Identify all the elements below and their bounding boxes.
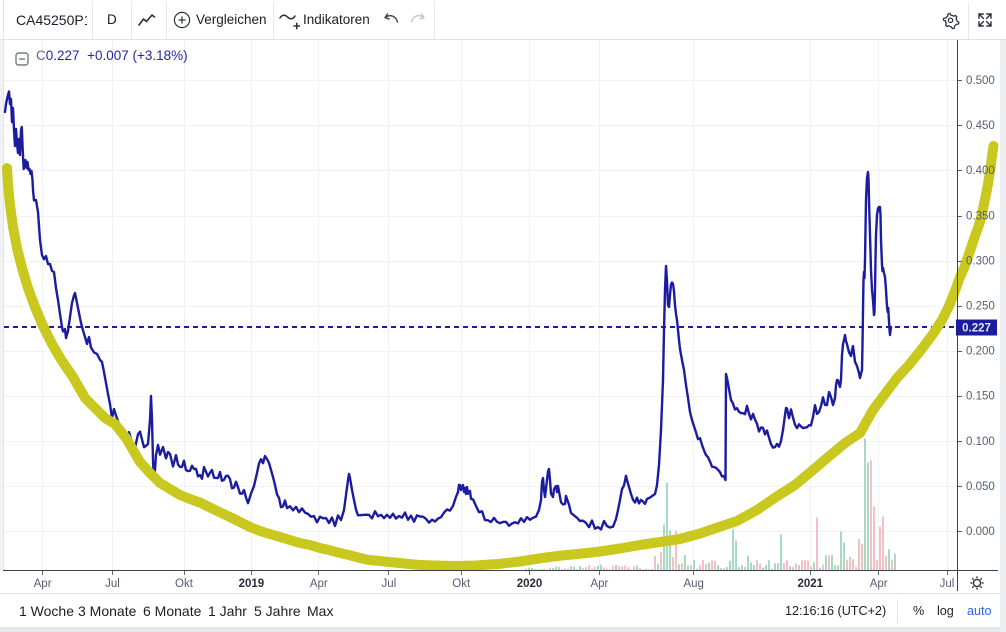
svg-text:0.150: 0.150 — [966, 391, 995, 403]
svg-text:Apr: Apr — [870, 578, 888, 590]
svg-text:0.450: 0.450 — [966, 120, 995, 132]
svg-text:0.500: 0.500 — [966, 75, 995, 87]
svg-text:Apr: Apr — [310, 578, 328, 590]
svg-text:2021: 2021 — [798, 578, 824, 590]
svg-text:Apr: Apr — [590, 578, 608, 590]
svg-text:2019: 2019 — [239, 578, 265, 590]
svg-text:2020: 2020 — [517, 578, 543, 590]
svg-text:Okt: Okt — [452, 578, 471, 590]
svg-text:Jul: Jul — [940, 578, 955, 590]
svg-text:0.250: 0.250 — [966, 301, 995, 313]
svg-text:Aug: Aug — [683, 578, 703, 590]
svg-text:0.300: 0.300 — [966, 255, 995, 267]
svg-text:0.100: 0.100 — [966, 436, 995, 448]
svg-text:0.227: 0.227 — [962, 323, 991, 335]
svg-text:0.200: 0.200 — [966, 346, 995, 358]
svg-text:0.050: 0.050 — [966, 481, 995, 493]
svg-text:0.000: 0.000 — [966, 526, 995, 538]
svg-text:Apr: Apr — [34, 578, 52, 590]
svg-text:Jul: Jul — [381, 578, 396, 590]
svg-text:0.400: 0.400 — [966, 165, 995, 177]
svg-text:0.350: 0.350 — [966, 210, 995, 222]
svg-text:Okt: Okt — [175, 578, 194, 590]
svg-text:Jul: Jul — [105, 578, 120, 590]
